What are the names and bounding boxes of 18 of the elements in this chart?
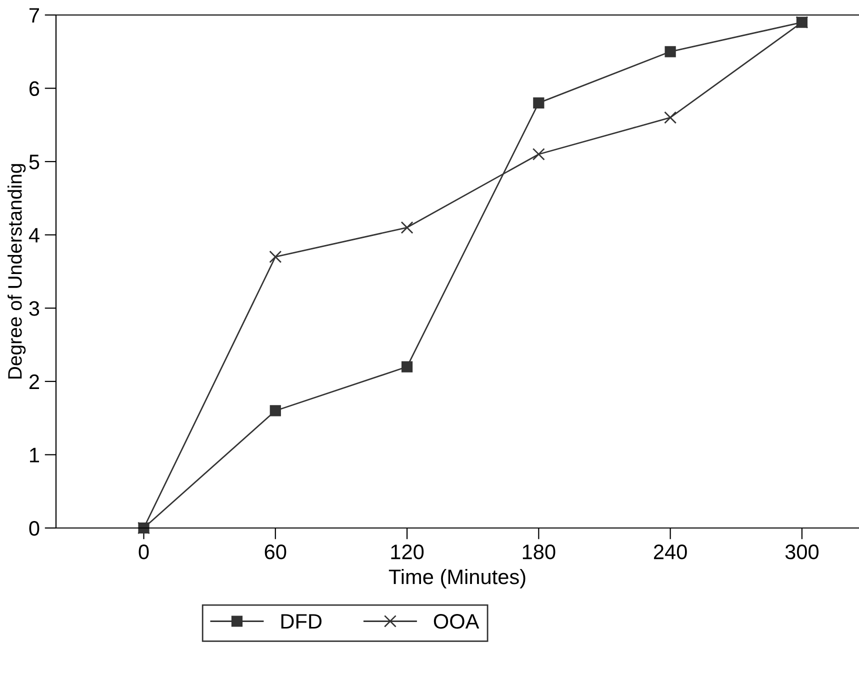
- x-tick-label: 60: [264, 544, 286, 560]
- y-tick-label: 6: [30, 81, 40, 96]
- x-tick-label: 120: [391, 544, 424, 560]
- legend-label: OOA: [434, 614, 480, 629]
- y-axis-title: Degree of Understanding: [8, 164, 26, 379]
- x-tick-label: 300: [785, 544, 819, 560]
- legend-label: DFD: [281, 614, 322, 629]
- y-tick-label: 0: [29, 521, 40, 536]
- y-tick-label: 3: [29, 301, 40, 316]
- y-tick-label: 4: [28, 228, 40, 242]
- y-tick-label: 2: [29, 374, 39, 389]
- y-tick-label: 1: [30, 448, 40, 462]
- x-tick-label: 0: [138, 544, 149, 560]
- y-tick-label: 7: [30, 8, 39, 23]
- x-axis-title: Time (Minutes): [388, 568, 526, 588]
- y-tick-label: 5: [29, 154, 40, 170]
- x-tick-label: 240: [654, 544, 687, 560]
- x-tick-label: 180: [522, 544, 556, 560]
